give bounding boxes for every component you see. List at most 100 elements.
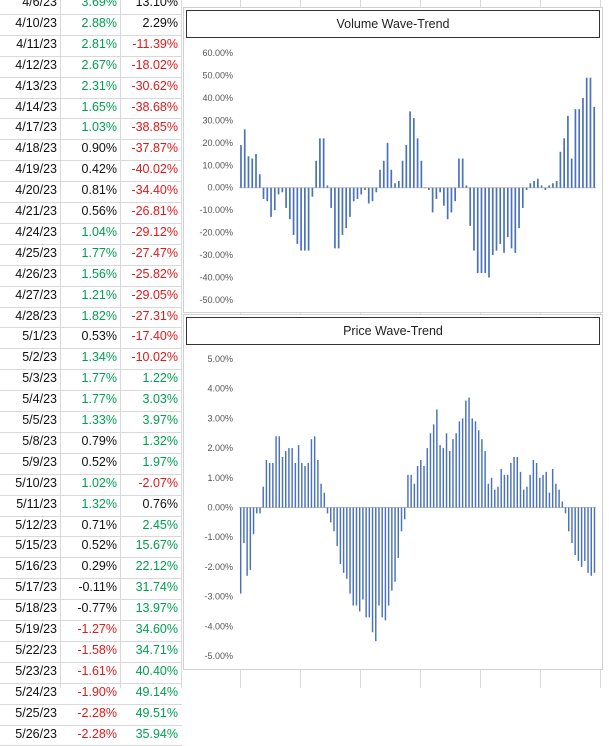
table-cell[interactable]: 1.56%	[81, 266, 117, 281]
table-cell[interactable]: 1.02%	[81, 475, 117, 490]
table-cell[interactable]: 1.97%	[142, 454, 178, 469]
table-cell[interactable]: 5/9/23	[22, 454, 57, 469]
table-cell[interactable]: 5/1/23	[22, 329, 57, 344]
table-cell[interactable]: 4/14/23	[15, 99, 57, 114]
table-cell[interactable]: -34.40%	[131, 183, 178, 198]
table-cell[interactable]: 4/18/23	[15, 141, 57, 156]
table-cell[interactable]: 2.45%	[142, 517, 178, 532]
table-cell[interactable]: 4/25/23	[15, 245, 57, 260]
table-cell[interactable]: 1.65%	[81, 99, 117, 114]
table-cell[interactable]: -27.47%	[131, 245, 178, 260]
volume-chart[interactable]: Volume Wave-Trend 60.00% 50.00% 40.00% 30.0…	[183, 7, 603, 313]
price-chart[interactable]: Price Wave-Trend 5.00% 4.00% 3.00% 2.00% 1.0…	[183, 314, 603, 670]
table-cell[interactable]: -17.40%	[131, 329, 178, 344]
table-cell[interactable]: 1.77%	[81, 392, 117, 407]
table-cell[interactable]: 0.79%	[81, 433, 117, 448]
table-cell[interactable]: -1.90%	[77, 684, 117, 699]
table-cell[interactable]: 4/12/23	[15, 57, 57, 72]
table-cell[interactable]: 5/11/23	[16, 496, 57, 511]
table-cell[interactable]: 4/11/23	[16, 36, 57, 51]
table-cell[interactable]: 3.03%	[142, 392, 178, 407]
table-cell[interactable]: 3.69%	[81, 0, 117, 9]
table-cell[interactable]: 5/18/23	[15, 601, 57, 616]
table-cell[interactable]: -1.61%	[77, 663, 117, 678]
table-cell[interactable]: 1.34%	[81, 350, 117, 365]
table-cell[interactable]: 5/8/23	[22, 433, 57, 448]
table-cell[interactable]: -1.58%	[77, 642, 117, 657]
table-cell[interactable]: 5/26/23	[15, 726, 57, 741]
table-cell[interactable]: 5/17/23	[15, 580, 57, 595]
table-cell[interactable]: 0.71%	[81, 517, 117, 532]
table-cell[interactable]: 0.81%	[81, 183, 117, 198]
table-cell[interactable]: 5/25/23	[15, 705, 57, 720]
table-cell[interactable]: 0.52%	[81, 538, 117, 553]
table-cell[interactable]: 34.71%	[135, 642, 178, 657]
table-cell[interactable]: -38.85%	[131, 120, 178, 135]
table-cell[interactable]: -18.02%	[131, 57, 178, 72]
table-cell[interactable]: 0.76%	[142, 496, 178, 511]
table-cell[interactable]: -27.31%	[131, 308, 178, 323]
table-cell[interactable]: 5/16/23	[15, 559, 57, 574]
table-cell[interactable]: 5/4/23	[22, 392, 57, 407]
table-cell[interactable]: 1.82%	[81, 308, 117, 323]
table-cell[interactable]: 4/27/23	[15, 287, 57, 302]
table-cell[interactable]: 5/23/23	[15, 663, 57, 678]
table-cell[interactable]: 22.12%	[135, 559, 178, 574]
table-cell[interactable]: 5/15/23	[15, 538, 57, 553]
table-cell[interactable]: 5/24/23	[15, 684, 57, 699]
table-cell[interactable]: 0.52%	[81, 454, 117, 469]
table-cell[interactable]: 1.04%	[81, 224, 117, 239]
table-cell[interactable]: 40.40%	[135, 663, 178, 678]
table-cell[interactable]: 4/10/23	[15, 15, 57, 30]
table-cell[interactable]: 34.60%	[135, 622, 178, 636]
table-cell[interactable]: 1.21%	[81, 287, 117, 302]
table-cell[interactable]: -40.02%	[131, 162, 178, 177]
table-cell[interactable]: -25.82%	[131, 266, 178, 281]
table-cell[interactable]: 4/24/23	[15, 224, 57, 239]
table-cell[interactable]: -0.11%	[78, 580, 117, 595]
table-cell[interactable]: -2.28%	[77, 726, 117, 741]
table-cell[interactable]: -38.68%	[131, 99, 178, 114]
table-cell[interactable]: -11.39%	[132, 36, 178, 51]
table-cell[interactable]: 4/28/23	[15, 308, 57, 323]
table-cell[interactable]: 31.74%	[135, 580, 178, 595]
table-cell[interactable]: 0.42%	[81, 162, 117, 177]
table-cell[interactable]: -1.27%	[77, 622, 117, 636]
table-cell[interactable]: 4/17/23	[15, 120, 57, 135]
table-cell[interactable]: 35.94%	[135, 726, 178, 741]
table-cell[interactable]: 4/6/23	[22, 0, 57, 9]
table-cell[interactable]: 1.77%	[81, 371, 117, 386]
table-cell[interactable]: 5/3/23	[22, 371, 57, 386]
table-cell[interactable]: 4/13/23	[15, 78, 57, 93]
table-cell[interactable]: -29.12%	[131, 224, 178, 239]
table-cell[interactable]: 1.33%	[81, 413, 117, 427]
table-cell[interactable]: 2.88%	[81, 15, 117, 30]
table-cell[interactable]: 5/22/23	[15, 642, 57, 657]
table-cell[interactable]: -26.81%	[131, 204, 178, 218]
table-cell[interactable]: 3.97%	[142, 413, 178, 427]
table-cell[interactable]: 1.03%	[81, 120, 117, 135]
table-cell[interactable]: 49.51%	[135, 705, 178, 720]
table-cell[interactable]: -30.62%	[131, 78, 178, 93]
table-cell[interactable]: 13.10%	[135, 0, 178, 9]
table-cell[interactable]: 1.77%	[81, 245, 117, 260]
table-cell[interactable]: -10.02%	[131, 350, 178, 365]
table-cell[interactable]: 2.29%	[142, 15, 178, 30]
table-cell[interactable]: -2.28%	[77, 705, 117, 720]
table-cell[interactable]: -37.87%	[131, 141, 178, 156]
table-cell[interactable]: 5/19/23	[15, 622, 57, 636]
table-cell[interactable]: 2.67%	[81, 57, 117, 72]
table-cell[interactable]: 1.22%	[142, 371, 178, 386]
table-cell[interactable]: -0.77%	[77, 601, 117, 616]
table-cell[interactable]: 4/20/23	[15, 183, 57, 198]
table-cell[interactable]: 13.97%	[135, 601, 178, 616]
table-cell[interactable]: 5/2/23	[22, 350, 57, 365]
table-cell[interactable]: 5/10/23	[15, 475, 57, 490]
table-cell[interactable]: 15.67%	[135, 538, 178, 553]
table-cell[interactable]: 4/21/23	[15, 204, 57, 218]
table-cell[interactable]: 5/5/23	[22, 413, 57, 427]
table-cell[interactable]: -2.07%	[138, 475, 178, 490]
table-cell[interactable]: 0.90%	[81, 141, 117, 156]
table-cell[interactable]: 5/12/23	[15, 517, 57, 532]
table-cell[interactable]: 2.81%	[81, 36, 117, 51]
